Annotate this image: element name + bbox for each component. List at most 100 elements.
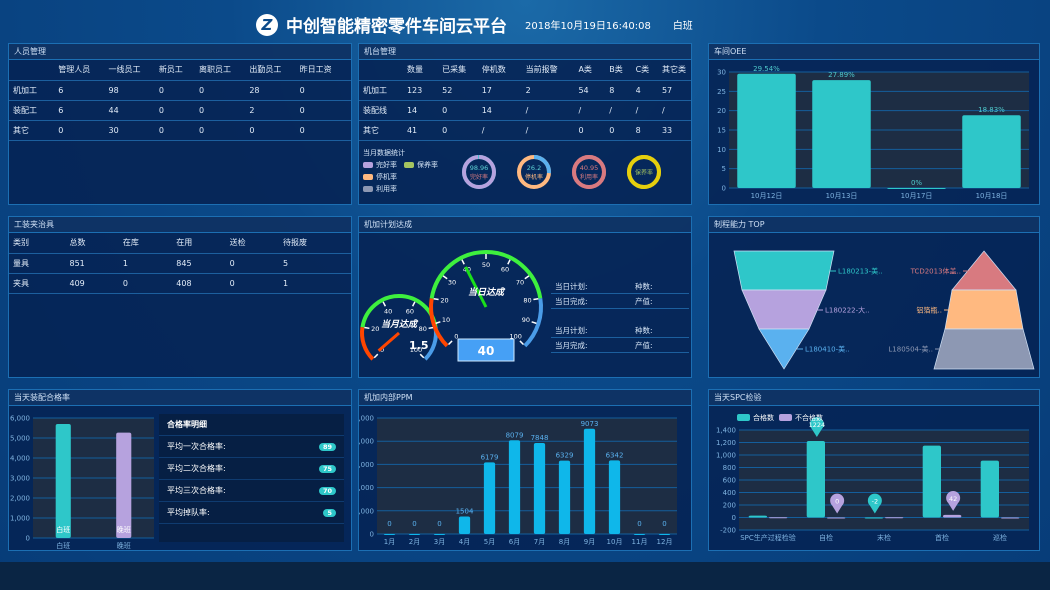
data-label: 18.83% bbox=[978, 106, 1005, 114]
spc-chart: -200 0 200 400 600 800 1,000 1,200 1,400 SPC生产过程检… bbox=[716, 413, 1029, 542]
ppm-panel: 机加内部PPM 0 2,000 4,000 6,000 8,000 10,000 1月 2月 3… bbox=[350, 389, 692, 551]
panel-title: 工装夹治具 bbox=[9, 217, 351, 233]
y-tick-label: 5 bbox=[722, 165, 726, 173]
data-label: 29.54% bbox=[753, 65, 780, 73]
table-cell: 一线员工 bbox=[104, 60, 155, 81]
gauge-arc bbox=[429, 250, 543, 299]
data-label: 6342 bbox=[606, 451, 624, 459]
table-cell: 装配工 bbox=[9, 100, 55, 121]
bar bbox=[962, 115, 1021, 188]
data-label: 0 bbox=[437, 520, 441, 528]
legend-item[interactable]: 利用率 bbox=[376, 185, 397, 193]
detail-badge: 5 bbox=[323, 508, 336, 517]
y-tick-label: 1,200 bbox=[716, 439, 736, 447]
table-cell: / bbox=[605, 100, 632, 121]
gauge-tick bbox=[364, 326, 370, 330]
gauge-tick-label: 60 bbox=[501, 266, 509, 274]
header: Z 中创智能精密零件车间云平台 2018年10月19日16:40:08 白班 bbox=[256, 12, 693, 37]
table-cell: 1 bbox=[118, 253, 173, 274]
pin-label: 0 bbox=[835, 498, 839, 506]
data-label: 0% bbox=[911, 179, 922, 187]
y-tick-label: 1,400 bbox=[716, 427, 736, 435]
plan-panel: 机加计划达成 0 20 40 60 80 100 当月达成 1.5 0 10 20 30 40 50 60 7… bbox=[358, 216, 692, 378]
funnel-segment bbox=[733, 250, 835, 291]
table-cell: 0 bbox=[225, 253, 280, 274]
y-tick-label: 10,000 bbox=[359, 415, 374, 423]
y-tick-label: 200 bbox=[723, 502, 736, 510]
table-cell: 离职员工 bbox=[195, 60, 246, 81]
bar bbox=[885, 517, 904, 519]
footer-bar bbox=[0, 562, 1050, 590]
table-cell: 845 bbox=[172, 253, 226, 274]
legend-swatch bbox=[363, 186, 373, 192]
table-cell: / bbox=[574, 100, 606, 121]
legend-item[interactable]: 停机率 bbox=[376, 173, 397, 181]
info-label: 种数: bbox=[635, 282, 653, 291]
x-tick-label: 末检 bbox=[877, 533, 891, 542]
pyramid-segment bbox=[951, 250, 1017, 291]
table-cell: 0 bbox=[438, 120, 478, 141]
gauge-tick bbox=[433, 297, 439, 301]
data-label: 0 bbox=[387, 520, 391, 528]
table-header: 类别 总数 在库 在用 送检 待报废 bbox=[9, 233, 351, 254]
y-tick-label: 6,000 bbox=[10, 415, 30, 423]
spc-panel: 当天SPC检验 -200 0 200 400 600 800 1,000 1,200 1,400… bbox=[708, 389, 1040, 551]
gauge-tick-label: 80 bbox=[419, 325, 427, 333]
legend-item[interactable]: 完好率 bbox=[376, 161, 397, 169]
gauge-arc bbox=[523, 298, 543, 348]
table-cell: 数量 bbox=[402, 60, 439, 81]
donut-label: 保养率 bbox=[635, 169, 653, 177]
funnel-label: L180213-美.. bbox=[838, 267, 883, 276]
oee-panel: 车间OEE 0 5 10 15 20 25 30 10月12日 10月13日 10月17日 10月1… bbox=[708, 43, 1040, 205]
gauge-tick bbox=[461, 259, 465, 265]
y-tick-label: 20 bbox=[717, 107, 726, 115]
table-cell: A类 bbox=[574, 60, 606, 81]
gauge-tick-label: 0 bbox=[380, 346, 384, 354]
table-cell: 0 bbox=[295, 80, 351, 101]
table-cell: 409 bbox=[65, 273, 119, 294]
panel-title: 机台管理 bbox=[359, 44, 691, 60]
x-tick-label: 10月18日 bbox=[976, 192, 1008, 200]
gauge-tick bbox=[419, 353, 425, 359]
table-cell: 在库 bbox=[118, 233, 173, 254]
x-tick-label: 晚班 bbox=[117, 541, 131, 550]
table-row: 量具 851 1 845 0 5 bbox=[9, 253, 351, 274]
legend-item[interactable]: 保养率 bbox=[417, 161, 438, 169]
detail-row: 平均三次合格率: 70 bbox=[159, 480, 344, 502]
detail-row: 平均掉队率: 5 bbox=[159, 502, 344, 524]
bar bbox=[483, 462, 496, 534]
table-cell: 装配线 bbox=[359, 100, 403, 121]
ppm-chart: 0 2,000 4,000 6,000 8,000 10,000 1月 2月 3月 4月 5月 6月 7… bbox=[350, 415, 677, 546]
shift-label: 白班 bbox=[672, 21, 693, 32]
bar bbox=[383, 534, 396, 535]
table-cell: 出勤员工 bbox=[245, 60, 296, 81]
gauge-tick-label: 90 bbox=[522, 316, 530, 324]
bar bbox=[887, 188, 946, 189]
table-cell: 0 bbox=[195, 100, 246, 121]
bar bbox=[737, 73, 796, 188]
table-cell: 4 bbox=[631, 80, 658, 101]
table-cell: 52 bbox=[438, 80, 478, 101]
x-tick-label: 10月12日 bbox=[751, 192, 783, 200]
bar bbox=[508, 440, 521, 534]
table-cell: 其它 bbox=[9, 120, 55, 141]
table-cell: 0 bbox=[295, 120, 351, 141]
y-tick-label: 8,000 bbox=[359, 438, 374, 446]
info-label: 当月完成: bbox=[555, 341, 588, 350]
x-tick-label: 3月 bbox=[434, 538, 445, 546]
donut-label: 完好率 bbox=[470, 173, 488, 181]
table-cell: 夹具 bbox=[9, 273, 66, 294]
legend-swatch bbox=[779, 414, 792, 421]
data-label: 7848 bbox=[531, 434, 549, 442]
table-cell: 408 bbox=[172, 273, 226, 294]
bar bbox=[55, 424, 71, 538]
data-label: 27.89% bbox=[828, 71, 855, 79]
y-tick-label: 6,000 bbox=[359, 461, 374, 469]
gauge-tick-label: 30 bbox=[448, 278, 456, 286]
x-tick-label: 8月 bbox=[559, 538, 570, 546]
gauge-value: 40 bbox=[478, 344, 495, 358]
pin-marker bbox=[946, 490, 961, 511]
legend-item: 不合格数 bbox=[795, 413, 823, 422]
detail-row: 平均一次合格率: 89 bbox=[159, 436, 344, 458]
